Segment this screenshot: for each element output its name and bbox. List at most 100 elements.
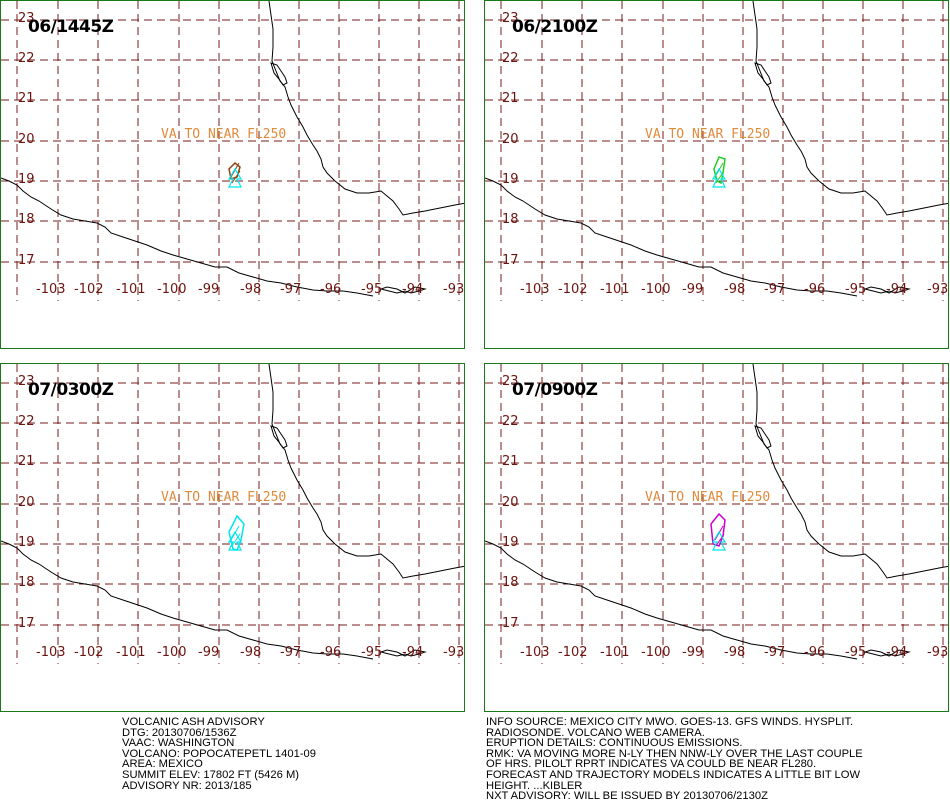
latitude-label: 18 (18, 212, 35, 227)
map-canvas (485, 1, 948, 301)
map-panel-2: 23 22 21 20 19 18 17 -103 -102 -101 -100 -99 -98 -97 -… (484, 0, 949, 349)
lagoon-outline (754, 425, 772, 449)
longitude-label: -93 (443, 645, 465, 660)
longitude-label: -99 (198, 645, 220, 660)
advisory-header-line: VOLCANO: POPOCATEPETL 1401-09 (122, 747, 316, 760)
advisory-header-line: VOLCANIC ASH ADVISORY (122, 716, 265, 728)
advisory-header-line: SUMMIT ELEV: 17802 FT (5426 M) (122, 768, 299, 781)
latitude-label: 21 (502, 91, 519, 106)
longitude-label: -96 (320, 282, 342, 297)
gulf-coastline (268, 1, 464, 216)
advisory-header-line: AREA: MEXICO (122, 758, 203, 771)
longitude-label: -103 (36, 282, 66, 297)
latitude-label: 23 (502, 11, 519, 26)
tehuantepec-outline (379, 286, 427, 294)
longitude-label: -93 (927, 282, 949, 297)
advisory-remark-line: RMK: VA MOVING MORE N-LY THEN NNW-LY OVE… (486, 747, 863, 760)
latitude-label: 21 (502, 454, 519, 469)
longitude-label: -95 (361, 645, 383, 660)
longitude-label: -103 (520, 282, 550, 297)
longitude-label: -100 (641, 282, 671, 297)
longitude-label: -93 (443, 282, 465, 297)
latitude-label: 20 (502, 132, 519, 147)
ash-cloud-outline (713, 156, 726, 185)
map-panel-1: 23 22 21 20 19 18 17 -103 -102 -101 -100 -99 -98 -97 -… (0, 0, 465, 349)
latitude-label: 17 (18, 616, 35, 631)
longitude-label: -100 (641, 645, 671, 660)
advisory-remark-line: RADIOSONDE. VOLCANO WEB CAMERA. (486, 726, 705, 739)
longitude-label: -101 (116, 645, 146, 660)
longitude-label: -98 (240, 645, 262, 660)
latitude-label: 22 (502, 414, 519, 429)
lagoon-outline (270, 425, 288, 449)
latitude-label: 19 (502, 172, 519, 187)
advisory-remark-line: ERUPTION DETAILS: CONTINUOUS EMISSIONS. (486, 737, 743, 750)
advisory-remark-line: HEIGHT. ...KIBLER (486, 779, 583, 792)
longitude-label: -94 (402, 282, 424, 297)
longitude-label: -97 (280, 645, 302, 660)
longitude-label: -99 (682, 645, 704, 660)
longitude-label: -102 (74, 282, 104, 297)
latitude-label: 22 (502, 51, 519, 66)
lagoon-outline (270, 62, 288, 86)
volcano-icon (227, 530, 243, 551)
latitude-label: 18 (502, 575, 519, 590)
longitude-label: -95 (845, 282, 867, 297)
ash-height-label: VA TO NEAR FL250 (161, 127, 287, 142)
map-canvas (1, 364, 464, 664)
map-canvas (485, 364, 948, 664)
longitude-label: -95 (361, 282, 383, 297)
longitude-label: -101 (116, 282, 146, 297)
longitude-label: -103 (36, 645, 66, 660)
latitude-label: 20 (502, 495, 519, 510)
advisory-header-block: VOLCANIC ASH ADVISORY DTG: 20130706/1536Z… (122, 717, 316, 791)
longitude-label: -95 (845, 645, 867, 660)
pacific-coastline (1, 540, 374, 660)
longitude-label: -100 (157, 282, 187, 297)
longitude-label: -102 (74, 645, 104, 660)
latitude-label: 22 (18, 51, 35, 66)
longitude-label: -96 (804, 645, 826, 660)
map-panel-3: 23 22 21 20 19 18 17 -103 -102 -101 -100 -99 -98 -97 -… (0, 363, 465, 712)
latitude-label: 19 (18, 535, 35, 550)
volcano-icon (227, 167, 243, 188)
latitude-label: 21 (18, 91, 35, 106)
latitude-label: 18 (18, 575, 35, 590)
longitude-label: -98 (724, 645, 746, 660)
ash-height-label: VA TO NEAR FL250 (161, 490, 287, 505)
latitude-label: 17 (18, 253, 35, 268)
longitude-label: -102 (558, 645, 588, 660)
longitude-label: -97 (764, 282, 786, 297)
longitude-label: -94 (886, 645, 908, 660)
ash-height-label: VA TO NEAR FL250 (645, 490, 771, 505)
map-panel-4: 23 22 21 20 19 18 17 -103 -102 -101 -100 -99 -98 -97 -… (484, 363, 949, 712)
gulf-coastline (268, 364, 464, 579)
tehuantepec-outline (863, 286, 911, 294)
volcano-icon (711, 167, 727, 188)
ash-cloud-outline (710, 512, 726, 547)
tehuantepec-outline (379, 649, 427, 657)
lagoon-outline (754, 62, 772, 86)
longitude-label: -101 (600, 645, 630, 660)
latitude-label: 17 (502, 616, 519, 631)
advisory-remark-line: NXT ADVISORY: WILL BE ISSUED BY 20130706… (486, 790, 768, 803)
longitude-label: -99 (682, 282, 704, 297)
latitude-label: 23 (18, 374, 35, 389)
latitude-label: 22 (18, 414, 35, 429)
longitude-label: -97 (764, 645, 786, 660)
valid-time-label: 06/1445Z (28, 17, 114, 37)
latitude-label: 20 (18, 495, 35, 510)
volcano-icon (711, 530, 727, 551)
pacific-coastline (485, 177, 858, 297)
advisory-remark-line: INFO SOURCE: MEXICO CITY MWO. GOES-13. G… (486, 716, 854, 728)
latitude-label: 19 (502, 535, 519, 550)
latitude-label: 23 (18, 11, 35, 26)
latitude-label: 23 (502, 374, 519, 389)
longitude-label: -101 (600, 282, 630, 297)
longitude-label: -97 (280, 282, 302, 297)
advisory-header-line: VAAC: WASHINGTON (122, 737, 235, 750)
longitude-label: -102 (558, 282, 588, 297)
valid-time-label: 07/0900Z (512, 380, 598, 400)
advisory-remark-line: OF HRS. PILOLT RPRT INDICATES VA COULD B… (486, 758, 817, 771)
longitude-label: -93 (927, 645, 949, 660)
